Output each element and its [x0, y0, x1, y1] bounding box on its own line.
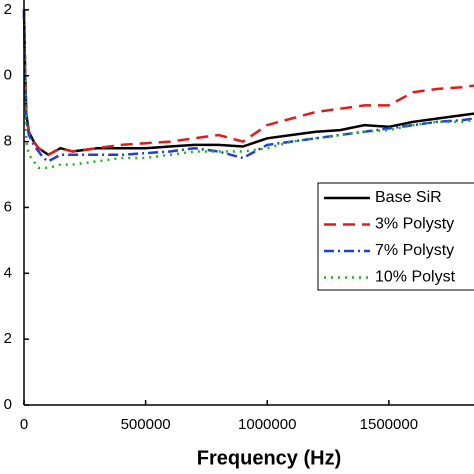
- legend-box: [317, 182, 474, 291]
- y-tick-label: 0: [4, 396, 12, 413]
- x-axis-label: Frequency (Hz): [197, 447, 341, 469]
- legend-label: 7% Polysty: [375, 242, 454, 259]
- y-tick-label: 2: [4, 330, 12, 347]
- x-tick-label: 1500000: [360, 416, 418, 433]
- data-line: [22, 9, 474, 163]
- x-tick-label: 0: [20, 416, 28, 433]
- y-tick-label: 4: [4, 264, 12, 281]
- legend-label: Base SiR: [375, 189, 442, 206]
- y-tick-label: 6: [4, 198, 12, 215]
- legend-label: 10% Polyst: [375, 269, 456, 286]
- data-line: [22, 9, 474, 157]
- x-tick-label: 1000000: [238, 416, 296, 433]
- y-tick-label: 0: [4, 67, 12, 84]
- y-tick-label: 2: [4, 1, 12, 18]
- data-line: [22, 9, 474, 157]
- data-line: [22, 9, 474, 170]
- y-tick-label: 8: [4, 133, 12, 150]
- legend-label: 3% Polysty: [375, 216, 454, 233]
- x-tick-label: 500000: [121, 416, 171, 433]
